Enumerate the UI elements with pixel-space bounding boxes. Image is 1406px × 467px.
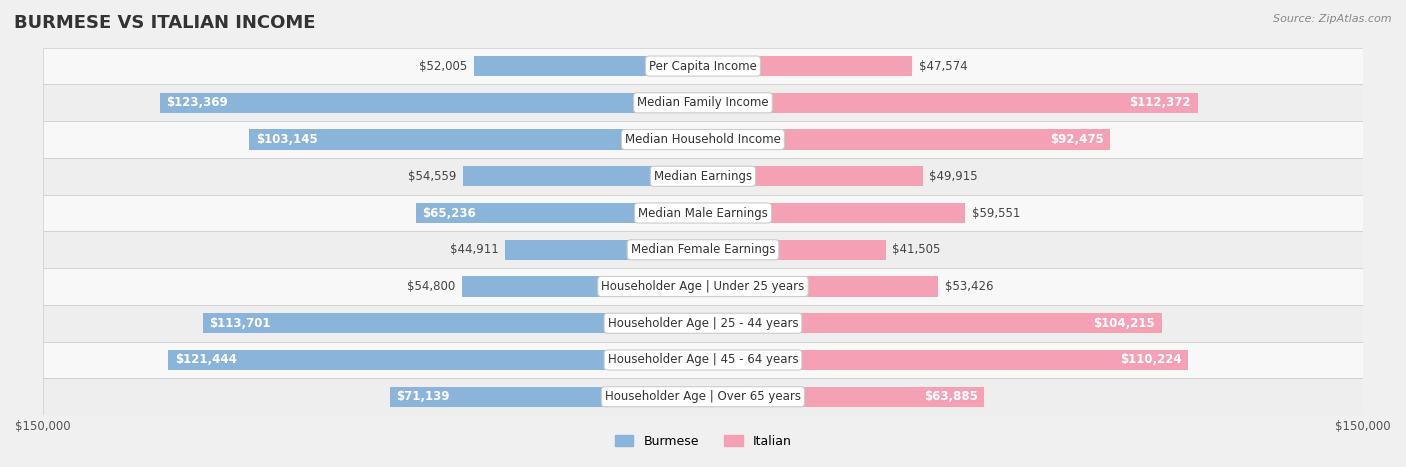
Text: Median Earnings: Median Earnings xyxy=(654,170,752,183)
Bar xyxy=(42,48,1364,85)
Bar xyxy=(42,195,1364,231)
Bar xyxy=(42,342,1364,378)
Bar xyxy=(703,387,984,407)
Text: Householder Age | 45 - 64 years: Householder Age | 45 - 64 years xyxy=(607,354,799,367)
Text: $49,915: $49,915 xyxy=(929,170,979,183)
Text: $44,911: $44,911 xyxy=(450,243,499,256)
Text: $54,559: $54,559 xyxy=(408,170,457,183)
Bar xyxy=(505,240,703,260)
Text: $71,139: $71,139 xyxy=(396,390,450,403)
Bar xyxy=(703,56,912,76)
Bar xyxy=(389,387,703,407)
Bar xyxy=(463,166,703,186)
Bar xyxy=(42,268,1364,305)
Text: $103,145: $103,145 xyxy=(256,133,318,146)
Text: $65,236: $65,236 xyxy=(422,206,477,219)
Bar xyxy=(461,276,703,297)
Text: $92,475: $92,475 xyxy=(1050,133,1104,146)
Bar xyxy=(703,166,922,186)
Bar xyxy=(703,240,886,260)
Text: Per Capita Income: Per Capita Income xyxy=(650,60,756,72)
Bar xyxy=(42,158,1364,195)
Text: $54,800: $54,800 xyxy=(406,280,456,293)
Legend: Burmese, Italian: Burmese, Italian xyxy=(610,430,796,453)
Text: $123,369: $123,369 xyxy=(167,96,228,109)
Text: $112,372: $112,372 xyxy=(1129,96,1191,109)
Text: $53,426: $53,426 xyxy=(945,280,993,293)
Bar xyxy=(202,313,703,333)
Bar xyxy=(703,92,1198,113)
Text: $113,701: $113,701 xyxy=(209,317,271,330)
Text: $121,444: $121,444 xyxy=(176,354,238,367)
Text: $59,551: $59,551 xyxy=(972,206,1021,219)
Text: BURMESE VS ITALIAN INCOME: BURMESE VS ITALIAN INCOME xyxy=(14,14,315,32)
Text: Householder Age | 25 - 44 years: Householder Age | 25 - 44 years xyxy=(607,317,799,330)
Bar xyxy=(42,305,1364,342)
Text: Median Male Earnings: Median Male Earnings xyxy=(638,206,768,219)
Text: Median Family Income: Median Family Income xyxy=(637,96,769,109)
Text: $52,005: $52,005 xyxy=(419,60,468,72)
Bar xyxy=(42,121,1364,158)
Text: Source: ZipAtlas.com: Source: ZipAtlas.com xyxy=(1274,14,1392,24)
Text: $110,224: $110,224 xyxy=(1121,354,1181,367)
Bar xyxy=(42,231,1364,268)
Text: Median Household Income: Median Household Income xyxy=(626,133,780,146)
Bar xyxy=(703,276,938,297)
Bar xyxy=(703,350,1188,370)
Bar xyxy=(703,129,1109,149)
Bar xyxy=(169,350,703,370)
Bar xyxy=(42,85,1364,121)
Text: $47,574: $47,574 xyxy=(920,60,967,72)
Bar xyxy=(703,313,1161,333)
Bar xyxy=(416,203,703,223)
Text: $104,215: $104,215 xyxy=(1094,317,1156,330)
Text: Median Female Earnings: Median Female Earnings xyxy=(631,243,775,256)
Bar xyxy=(474,56,703,76)
Text: $41,505: $41,505 xyxy=(893,243,941,256)
Bar xyxy=(42,378,1364,415)
Text: Householder Age | Under 25 years: Householder Age | Under 25 years xyxy=(602,280,804,293)
Bar xyxy=(160,92,703,113)
Text: $63,885: $63,885 xyxy=(924,390,977,403)
Bar xyxy=(703,203,965,223)
Text: Householder Age | Over 65 years: Householder Age | Over 65 years xyxy=(605,390,801,403)
Bar xyxy=(249,129,703,149)
